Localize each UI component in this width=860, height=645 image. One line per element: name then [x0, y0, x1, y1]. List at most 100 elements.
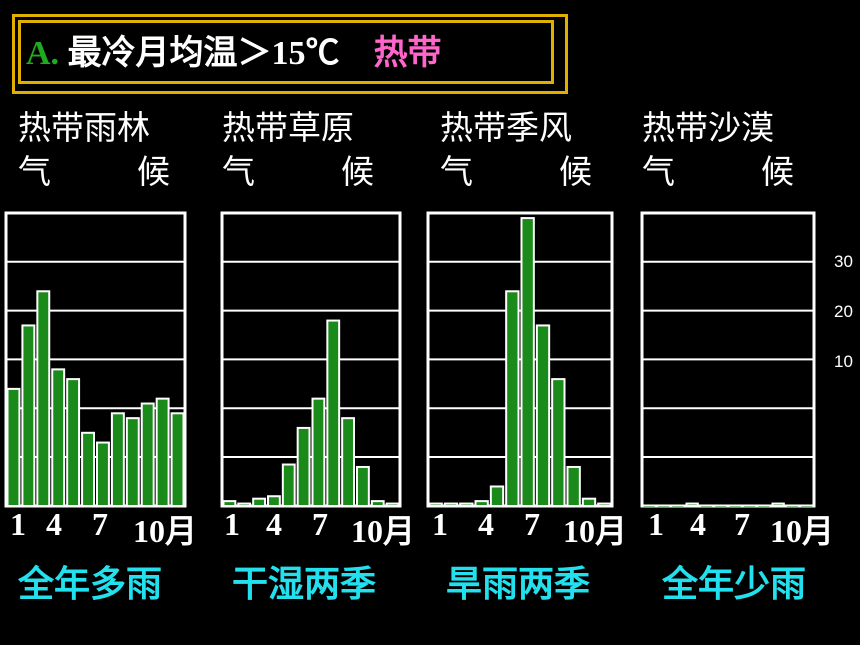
climate-suffix: 气候 — [440, 150, 592, 194]
month-tick-label: 7 — [312, 506, 328, 542]
precip-bar-month-11 — [786, 506, 799, 507]
climate-name: 热带草原 — [222, 108, 354, 147]
temp-axis-label-20: 20 — [834, 302, 853, 321]
precip-bar-month-1 — [222, 500, 237, 507]
precip-bar-month-9 — [758, 506, 770, 507]
precip-bar-month-5 — [489, 485, 505, 508]
month-axis-2: 1 4 7 10月 — [224, 506, 422, 550]
precip-bar-month-8 — [110, 412, 125, 507]
precip-bar-month-7 — [96, 441, 110, 507]
month-tick-label: 4 — [46, 506, 62, 542]
title-highlight: 热带 — [373, 33, 442, 73]
climate-suffix-char-1: 气 — [222, 152, 255, 191]
climate-name: 热带沙漠 — [642, 108, 774, 147]
precip-bar-month-8 — [743, 506, 756, 507]
precip-bar-month-7 — [729, 506, 741, 507]
climate-label-2: 热带草原气候 — [222, 106, 374, 194]
climate-summary-3: 旱雨两季 — [446, 564, 591, 605]
precip-bar-month-5 — [66, 378, 81, 507]
climate-suffix: 气候 — [222, 150, 374, 194]
month-tick-label: 4 — [690, 506, 706, 542]
precip-bar-month-7 — [311, 397, 326, 507]
temp-axis-label-10: 10 — [834, 352, 853, 371]
climate-label-3: 热带季风气候 — [440, 106, 592, 194]
month-axis-3: 1 4 7 10月 — [432, 506, 636, 550]
month-tick-label: 4 — [478, 506, 494, 542]
precip-bar-month-10 — [771, 502, 785, 507]
temp-axis-label-30: 30 — [834, 252, 853, 271]
climate-chart-2 — [220, 211, 402, 508]
precip-bar-month-3 — [36, 290, 51, 507]
precip-bar-month-1 — [428, 502, 443, 507]
climate-chart-3 — [426, 211, 614, 508]
month-tick-label: 1 — [10, 506, 26, 542]
precip-bar-month-6 — [81, 431, 96, 507]
precip-bar-month-10 — [140, 402, 155, 508]
title-outer-frame — [12, 14, 568, 94]
precip-bar-month-6 — [505, 290, 520, 507]
climate-suffix-char-1: 气 — [440, 152, 473, 191]
climate-summary-4: 全年少雨 — [662, 564, 807, 605]
precip-bar-month-7 — [520, 217, 535, 508]
climate-suffix: 气候 — [18, 150, 170, 194]
month-tick-label: 1 — [648, 506, 664, 542]
climate-chart-4 — [640, 211, 816, 508]
month-axis-4: 1 4 7 10月 — [648, 506, 840, 550]
climate-name: 热带季风 — [440, 108, 572, 147]
climate-suffix-char-2: 候 — [761, 152, 794, 191]
precip-bar-month-2 — [443, 502, 459, 507]
precip-bar-month-3 — [672, 506, 684, 507]
precip-bar-month-12 — [170, 412, 185, 507]
precip-bar-month-12 — [597, 502, 612, 507]
precip-bar-month-9 — [551, 378, 566, 507]
precip-bar-month-6 — [715, 506, 727, 507]
precip-bar-month-2 — [21, 324, 36, 507]
slide-title: A. 最冷月均温＞15℃ 热带 — [26, 28, 442, 78]
title-main: 最冷月均温＞15℃ — [67, 35, 340, 72]
climate-suffix-char-1: 气 — [18, 152, 51, 191]
precip-bar-month-11 — [155, 397, 170, 507]
precip-bar-month-9 — [125, 417, 140, 507]
precip-bar-month-3 — [252, 497, 267, 507]
precip-bar-month-5 — [281, 463, 296, 507]
precip-bar-month-9 — [341, 417, 355, 507]
title-inner-frame — [18, 20, 554, 84]
precip-bar-month-4 — [51, 368, 66, 507]
precip-bar-month-4 — [685, 502, 699, 507]
climate-suffix-char-1: 气 — [642, 152, 675, 191]
month-tick-label: 10月 — [563, 513, 628, 549]
month-axis-1: 1 4 7 10月 — [6, 506, 205, 550]
precip-bar-month-2 — [237, 502, 252, 507]
month-tick-label: 7 — [524, 506, 540, 542]
climate-summary-2: 干湿两季 — [232, 564, 377, 605]
month-tick-label: 7 — [734, 506, 750, 542]
climate-chart-1 — [4, 211, 187, 508]
climate-label-4: 热带沙漠气候 — [642, 106, 794, 194]
precip-bar-month-11 — [370, 500, 385, 507]
climate-suffix-char-2: 候 — [137, 152, 170, 191]
climate-suffix: 气候 — [642, 150, 794, 194]
climate-summary-1: 全年多雨 — [18, 564, 163, 605]
month-tick-label: 10月 — [351, 513, 416, 549]
title-prefix: A. — [26, 35, 60, 72]
precip-bar-month-10 — [356, 465, 370, 507]
month-tick-label: 7 — [92, 506, 108, 542]
climate-suffix-char-2: 候 — [341, 152, 374, 191]
month-tick-label: 10月 — [770, 513, 835, 549]
month-tick-label: 1 — [432, 506, 448, 542]
climate-label-1: 热带雨林气候 — [18, 106, 170, 194]
precip-bar-month-8 — [535, 324, 551, 507]
precip-bar-month-6 — [296, 426, 311, 507]
climate-name: 热带雨林 — [18, 108, 150, 147]
precip-bar-month-1 — [643, 506, 655, 507]
precip-bar-month-3 — [459, 502, 474, 507]
precip-bar-month-5 — [700, 506, 713, 507]
precip-bar-month-4 — [474, 500, 489, 507]
month-tick-label: 10月 — [133, 513, 198, 549]
precip-bar-month-12 — [385, 502, 400, 507]
month-tick-label: 4 — [266, 506, 282, 542]
precip-bar-month-12 — [801, 506, 813, 507]
precip-bar-month-8 — [326, 319, 341, 507]
climate-suffix-char-2: 候 — [559, 152, 592, 191]
